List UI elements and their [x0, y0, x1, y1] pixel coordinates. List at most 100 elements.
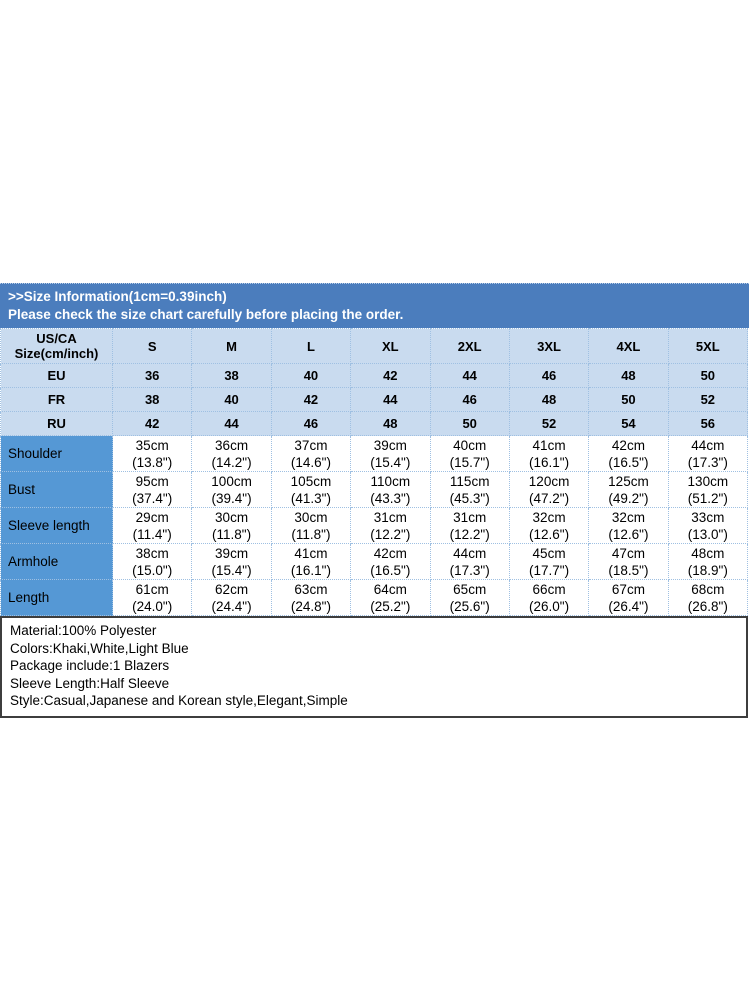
value-cm: 115cm [449, 473, 490, 489]
region-size-value: 38 [191, 363, 272, 388]
region-size-value: 42 [111, 411, 193, 436]
measurement-label: Shoulder [0, 435, 113, 472]
value-cm: 61cm [135, 581, 169, 597]
value-cm: 63cm [294, 581, 328, 597]
region-label: RU [0, 411, 113, 436]
measurement-value-cell: 37cm (14.6") [270, 435, 352, 472]
value-cm: 29cm [135, 509, 169, 525]
value-cm: 42cm [611, 437, 645, 453]
measurement-value-cell: 130cm (51.2") [667, 471, 749, 508]
measurement-value-cell: 42cm (16.5") [588, 435, 669, 472]
value-cm: 44cm [453, 545, 487, 561]
region-row: RU 42 44 46 48 50 52 54 56 [0, 411, 749, 436]
measurement-label: Length [0, 579, 113, 616]
measurement-value-cell: 110cm (43.3") [350, 471, 431, 508]
value-cm: 67cm [611, 581, 645, 597]
region-size-value: 44 [191, 411, 272, 436]
value-inch: (11.8") [212, 526, 252, 542]
corner-label-line1: US/CA [36, 331, 77, 346]
size-table-body: EU 36 38 40 42 44 46 48 50 FR 38 40 42 44 46 48 50 52 RU 42… [0, 363, 749, 616]
value-cm: 62cm [215, 581, 249, 597]
region-row: EU 36 38 40 42 44 46 48 50 [0, 363, 749, 388]
product-info-style: Style:Casual,Japanese and Korean style,E… [10, 693, 348, 709]
value-cm: 32cm [611, 509, 645, 525]
measurement-value-cell: 41cm (16.1") [270, 543, 352, 580]
region-size-value: 46 [508, 363, 590, 388]
measurement-value-cell: 44cm (17.3") [667, 435, 749, 472]
measurement-value-cell: 44cm (17.3") [429, 543, 510, 580]
value-cm: 110cm [370, 473, 411, 489]
value-inch: (12.6") [608, 526, 649, 542]
value-inch: (15.0") [132, 562, 173, 578]
value-inch: (17.3") [449, 562, 490, 578]
region-size-value: 52 [667, 387, 749, 412]
value-inch: (47.2") [529, 490, 570, 506]
measurement-row: Bust 95cm (37.4") 100cm (39.4") 105cm (41.3") 1… [0, 471, 749, 508]
measurement-value-cell: 95cm (37.4") [111, 471, 193, 508]
region-size-value: 50 [667, 363, 749, 388]
value-inch: (18.9") [687, 562, 728, 578]
measurement-value-cell: 39cm (15.4") [350, 435, 431, 472]
product-info-sleeve: Sleeve Length:Half Sleeve [10, 675, 170, 691]
region-size-value: 52 [508, 411, 590, 436]
measurement-value-cell: 66cm (26.0") [508, 579, 590, 616]
value-inch: (15.4") [211, 562, 252, 578]
region-size-value: 38 [111, 387, 193, 412]
size-column-header: M [191, 328, 272, 364]
value-inch: (11.4") [132, 526, 172, 542]
measurement-value-cell: 38cm (15.0") [111, 543, 193, 580]
region-size-value: 40 [270, 363, 352, 388]
measurement-value-cell: 42cm (16.5") [350, 543, 431, 580]
value-cm: 120cm [528, 473, 570, 489]
measurement-value-cell: 100cm (39.4") [191, 471, 272, 508]
value-cm: 30cm [215, 509, 249, 525]
measurement-row: Shoulder 35cm (13.8") 36cm (14.2") 37cm (14.6"… [0, 435, 749, 472]
measurement-value-cell: 47cm (18.5") [588, 543, 669, 580]
value-cm: 44cm [691, 437, 725, 453]
value-inch: (43.3") [370, 490, 411, 506]
measurement-value-cell: 68cm (26.8") [667, 579, 749, 616]
value-cm: 48cm [691, 545, 725, 561]
product-info-material: Material:100% Polyester [10, 623, 157, 638]
value-cm: 45cm [532, 545, 566, 561]
region-size-value: 46 [270, 411, 352, 436]
value-cm: 64cm [373, 581, 407, 597]
value-inch: (37.4") [132, 490, 173, 506]
region-label: EU [0, 363, 113, 388]
measurement-value-cell: 32cm (12.6") [588, 507, 669, 544]
size-column-header: S [111, 328, 193, 364]
value-cm: 42cm [373, 545, 407, 561]
value-inch: (24.4") [211, 598, 252, 614]
size-column-header: L [270, 328, 352, 364]
measurement-row: Armhole 38cm (15.0") 39cm (15.4") 41cm (16.1")… [0, 543, 749, 580]
measurement-value-cell: 45cm (17.7") [508, 543, 590, 580]
value-inch: (11.8") [291, 526, 331, 542]
value-cm: 39cm [215, 545, 249, 561]
value-inch: (13.0") [687, 526, 728, 542]
value-inch: (39.4") [211, 490, 252, 506]
value-cm: 95cm [135, 473, 169, 489]
value-inch: (25.6") [449, 598, 490, 614]
value-cm: 68cm [691, 581, 725, 597]
measurement-value-cell: 61cm (24.0") [111, 579, 193, 616]
size-column-header: 3XL [508, 328, 590, 364]
value-cm: 31cm [373, 509, 407, 525]
value-inch: (17.3") [687, 454, 728, 470]
banner-subtitle: Please check the size chart carefully be… [8, 307, 404, 322]
product-info-package: Package include:1 Blazers [10, 658, 170, 674]
measurement-value-cell: 67cm (26.4") [588, 579, 669, 616]
measurement-value-cell: 29cm (11.4") [111, 507, 193, 544]
value-cm: 65cm [453, 581, 487, 597]
value-inch: (24.0") [132, 598, 173, 614]
measurement-value-cell: 63cm (24.8") [270, 579, 352, 616]
value-cm: 39cm [373, 437, 407, 453]
value-inch: (26.0") [529, 598, 570, 614]
size-column-header: 4XL [588, 328, 669, 364]
measurement-value-cell: 125cm (49.2") [588, 471, 669, 508]
measurement-value-cell: 62cm (24.4") [191, 579, 272, 616]
measurement-value-cell: 120cm (47.2") [508, 471, 590, 508]
measurement-row: Sleeve length 29cm (11.4") 30cm (11.8") 30cm(… [0, 507, 749, 544]
value-cm: 35cm [135, 437, 169, 453]
measurement-value-cell: 39cm (15.4") [191, 543, 272, 580]
measurement-value-cell: 41cm (16.1") [508, 435, 590, 472]
